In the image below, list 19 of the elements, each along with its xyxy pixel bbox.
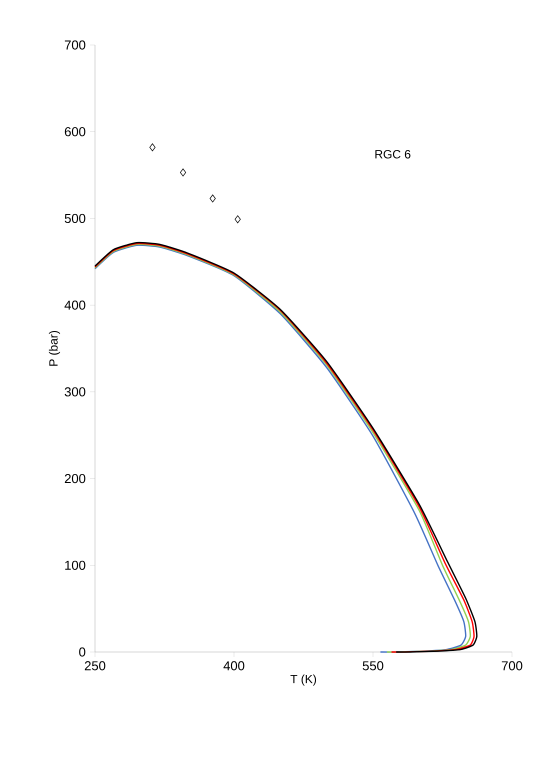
point xyxy=(149,143,156,152)
annotation: RGC 6 xyxy=(375,150,410,158)
y-tick-label: 200 xyxy=(64,474,86,484)
y-tick-label: 300 xyxy=(64,387,86,396)
point xyxy=(180,168,186,176)
point xyxy=(234,215,241,224)
y-axis-title: P (bar) xyxy=(48,330,60,366)
x-tick-label: 700 xyxy=(502,661,522,670)
x-axis-title: T (K) xyxy=(290,674,316,686)
y-tick-label: 400 xyxy=(64,300,86,310)
y-tick-label: 100 xyxy=(65,560,86,570)
point xyxy=(210,194,216,202)
y-tick-label: 600 xyxy=(64,127,86,136)
y-tick-label: 0 xyxy=(79,647,86,657)
y-tick-label: 700 xyxy=(64,40,86,50)
x-tick-label: 400 xyxy=(223,661,244,670)
x-tick-label: 550 xyxy=(362,661,384,670)
x-tick-label: 250 xyxy=(84,661,106,670)
y-tick-label: 500 xyxy=(64,214,86,224)
